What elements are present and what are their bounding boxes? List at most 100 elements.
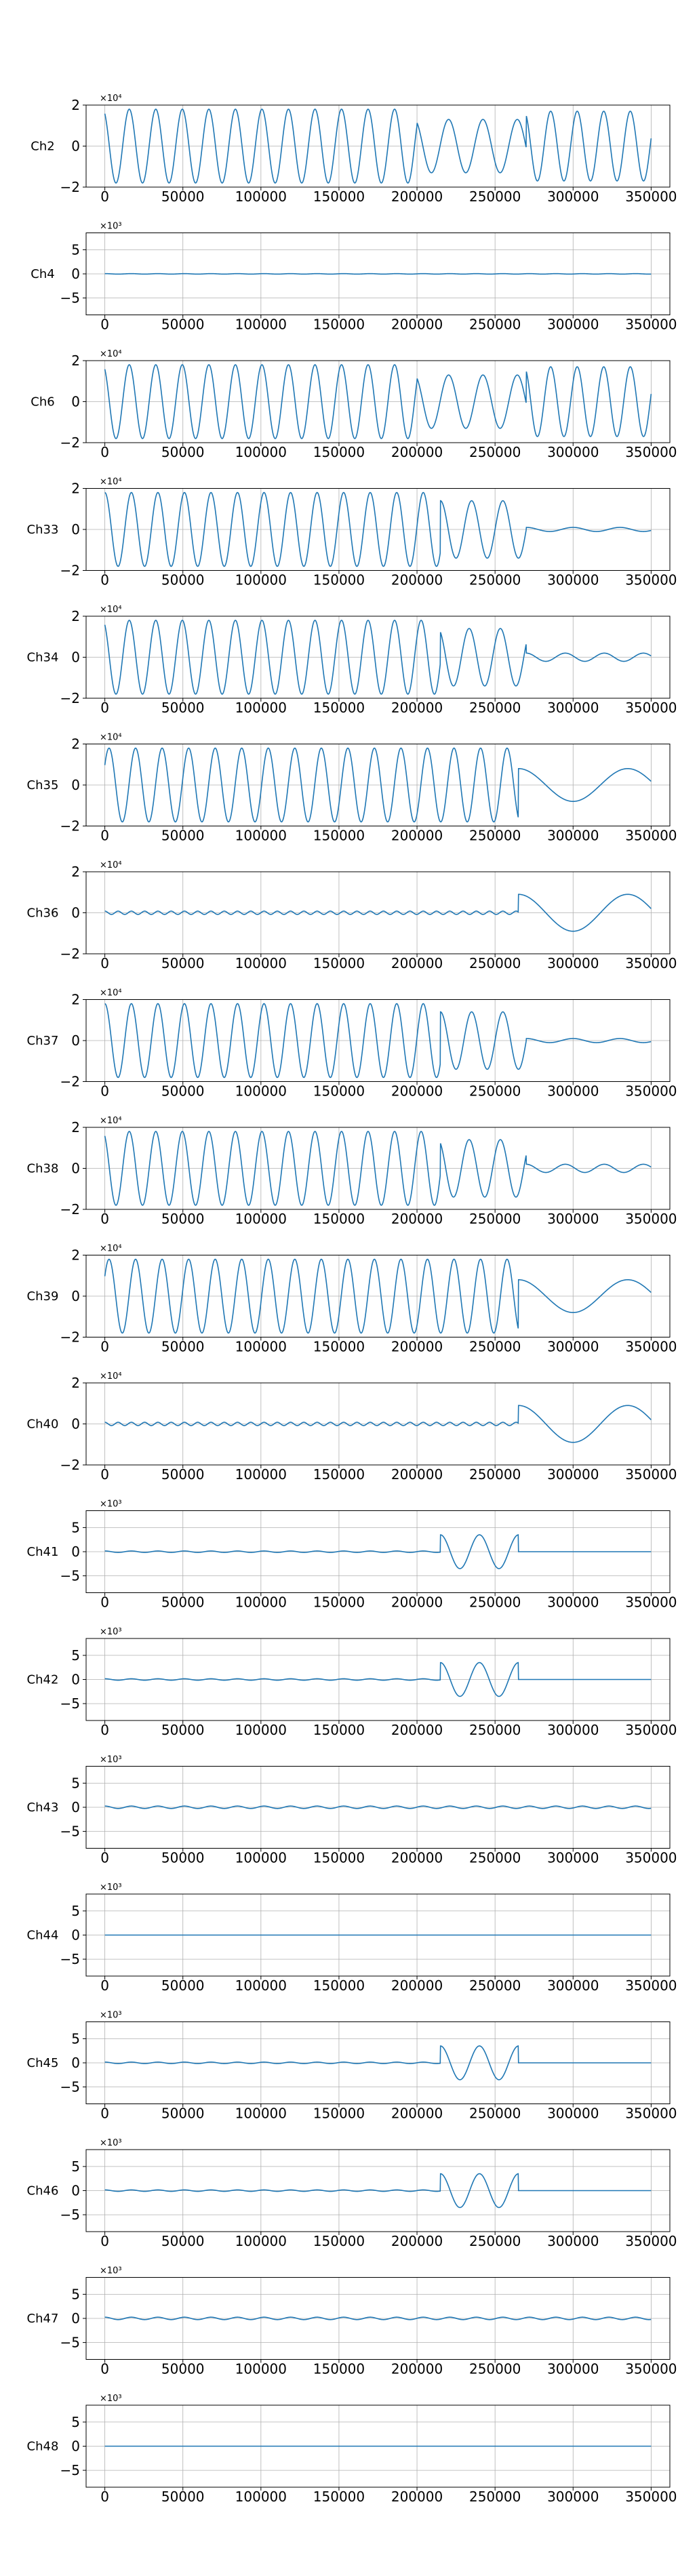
subplot-ch48: 0 50000 100000 150000 200000 250000 300000 3500… bbox=[27, 2394, 677, 2505]
x-tick-label: 150000 bbox=[313, 2106, 365, 2122]
x-tick-label: 200000 bbox=[391, 1977, 443, 1994]
x-tick-label: 350000 bbox=[625, 1211, 677, 1227]
x-tick-label: 0 bbox=[100, 700, 109, 716]
x-tick-label: 150000 bbox=[313, 955, 365, 971]
x-tick-label: 250000 bbox=[469, 1722, 521, 1738]
series-line-ch40 bbox=[104, 1405, 652, 1443]
x-tick-label: 300000 bbox=[547, 444, 599, 460]
y-tick-label: 0 bbox=[71, 266, 80, 282]
axis-exponent-label: ×10³ bbox=[100, 2138, 122, 2148]
y-axis-label: Ch38 bbox=[27, 1162, 59, 1176]
x-tick-label: 0 bbox=[100, 572, 109, 588]
subplot-ch37: 0 50000 100000 150000 200000 250000 300000 3500… bbox=[27, 988, 677, 1100]
x-tick-label: 0 bbox=[100, 2361, 109, 2377]
series-line-ch34 bbox=[104, 620, 652, 695]
x-tick-label: 200000 bbox=[391, 2106, 443, 2122]
x-tick-label: 350000 bbox=[625, 1594, 677, 1611]
y-tick-label: 2 bbox=[71, 992, 80, 1008]
x-tick-label: 0 bbox=[100, 188, 109, 205]
y-tick-label: 0 bbox=[71, 521, 80, 538]
y-tick-label: 2 bbox=[71, 1375, 80, 1391]
x-tick-label: 0 bbox=[100, 317, 109, 333]
x-tick-label: 250000 bbox=[469, 1083, 521, 1100]
x-tick-label: 100000 bbox=[235, 1977, 287, 1994]
x-tick-label: 100000 bbox=[235, 2233, 287, 2249]
x-tick-label: 250000 bbox=[469, 2489, 521, 2505]
y-tick-label: −2 bbox=[60, 1074, 80, 1090]
x-tick-label: 50000 bbox=[161, 188, 205, 205]
x-tick-label: 300000 bbox=[547, 1722, 599, 1738]
x-tick-label: 350000 bbox=[625, 955, 677, 971]
y-axis-label: Ch41 bbox=[27, 1545, 59, 1559]
x-tick-label: 200000 bbox=[391, 955, 443, 971]
series-line-ch2 bbox=[104, 108, 652, 184]
x-tick-label: 250000 bbox=[469, 955, 521, 971]
x-tick-label: 250000 bbox=[469, 317, 521, 333]
x-tick-label: 150000 bbox=[313, 444, 365, 460]
x-tick-label: 100000 bbox=[235, 1850, 287, 1866]
axis-exponent-label: ×10⁴ bbox=[100, 349, 122, 359]
x-tick-label: 50000 bbox=[161, 1850, 205, 1866]
x-tick-label: 50000 bbox=[161, 1722, 205, 1738]
x-tick-label: 150000 bbox=[313, 828, 365, 844]
x-tick-label: 50000 bbox=[161, 1339, 205, 1355]
axis-exponent-label: ×10⁴ bbox=[100, 605, 122, 615]
y-tick-label: 0 bbox=[71, 2055, 80, 2071]
x-tick-label: 300000 bbox=[547, 1339, 599, 1355]
x-tick-label: 350000 bbox=[625, 1339, 677, 1355]
x-tick-label: 300000 bbox=[547, 955, 599, 971]
series-line-ch6 bbox=[104, 364, 652, 439]
axis-exponent-label: ×10⁴ bbox=[100, 988, 122, 999]
y-axis-label: Ch47 bbox=[27, 2312, 59, 2326]
y-tick-label: 5 bbox=[71, 1519, 80, 1535]
subplot-ch47: 0 50000 100000 150000 200000 250000 300000 3500… bbox=[27, 2266, 677, 2377]
subplot-ch39: 0 50000 100000 150000 200000 250000 300000 3500… bbox=[27, 1244, 677, 1355]
y-tick-label: 0 bbox=[71, 2183, 80, 2199]
x-tick-label: 100000 bbox=[235, 1339, 287, 1355]
subplot-ch43: 0 50000 100000 150000 200000 250000 300000 3500… bbox=[27, 1755, 677, 1866]
x-tick-label: 50000 bbox=[161, 1211, 205, 1227]
series-line-ch46 bbox=[104, 2173, 652, 2209]
y-tick-label: −2 bbox=[60, 179, 80, 195]
x-tick-label: 150000 bbox=[313, 188, 365, 205]
x-tick-label: 0 bbox=[100, 1466, 109, 1483]
x-tick-label: 350000 bbox=[625, 1977, 677, 1994]
x-tick-label: 300000 bbox=[547, 1594, 599, 1611]
x-tick-label: 50000 bbox=[161, 1466, 205, 1483]
x-tick-label: 200000 bbox=[391, 1594, 443, 1611]
x-tick-label: 150000 bbox=[313, 2233, 365, 2249]
series-line-ch36 bbox=[104, 893, 652, 932]
x-tick-label: 100000 bbox=[235, 1466, 287, 1483]
x-tick-label: 100000 bbox=[235, 1211, 287, 1227]
x-tick-label: 350000 bbox=[625, 2106, 677, 2122]
x-tick-label: 200000 bbox=[391, 572, 443, 588]
y-tick-label: −5 bbox=[60, 2207, 80, 2223]
subplot-ch4: 0 50000 100000 150000 200000 250000 300000 3500… bbox=[31, 222, 677, 333]
x-tick-label: 150000 bbox=[313, 1211, 365, 1227]
x-tick-label: 0 bbox=[100, 1211, 109, 1227]
series-line-ch39 bbox=[104, 1258, 652, 1334]
y-tick-label: 5 bbox=[71, 2158, 80, 2175]
y-tick-label: 2 bbox=[71, 736, 80, 752]
x-tick-label: 50000 bbox=[161, 2361, 205, 2377]
x-tick-label: 150000 bbox=[313, 700, 365, 716]
x-tick-label: 250000 bbox=[469, 1850, 521, 1866]
x-tick-label: 50000 bbox=[161, 700, 205, 716]
x-tick-label: 150000 bbox=[313, 1594, 365, 1611]
x-tick-label: 350000 bbox=[625, 188, 677, 205]
x-tick-label: 100000 bbox=[235, 828, 287, 844]
y-tick-label: −2 bbox=[60, 946, 80, 962]
x-tick-label: 200000 bbox=[391, 188, 443, 205]
x-tick-label: 300000 bbox=[547, 2489, 599, 2505]
axis-exponent-label: ×10⁴ bbox=[100, 1244, 122, 1254]
x-tick-label: 250000 bbox=[469, 700, 521, 716]
subplot-ch33: 0 50000 100000 150000 200000 250000 300000 3500… bbox=[27, 477, 677, 588]
x-tick-label: 200000 bbox=[391, 444, 443, 460]
x-tick-label: 200000 bbox=[391, 317, 443, 333]
x-tick-label: 0 bbox=[100, 1977, 109, 1994]
subplot-ch35: 0 50000 100000 150000 200000 250000 300000 3500… bbox=[27, 733, 677, 844]
axis-exponent-label: ×10⁴ bbox=[100, 94, 122, 104]
x-tick-label: 0 bbox=[100, 2106, 109, 2122]
x-tick-label: 250000 bbox=[469, 1977, 521, 1994]
y-tick-label: −5 bbox=[60, 2462, 80, 2478]
